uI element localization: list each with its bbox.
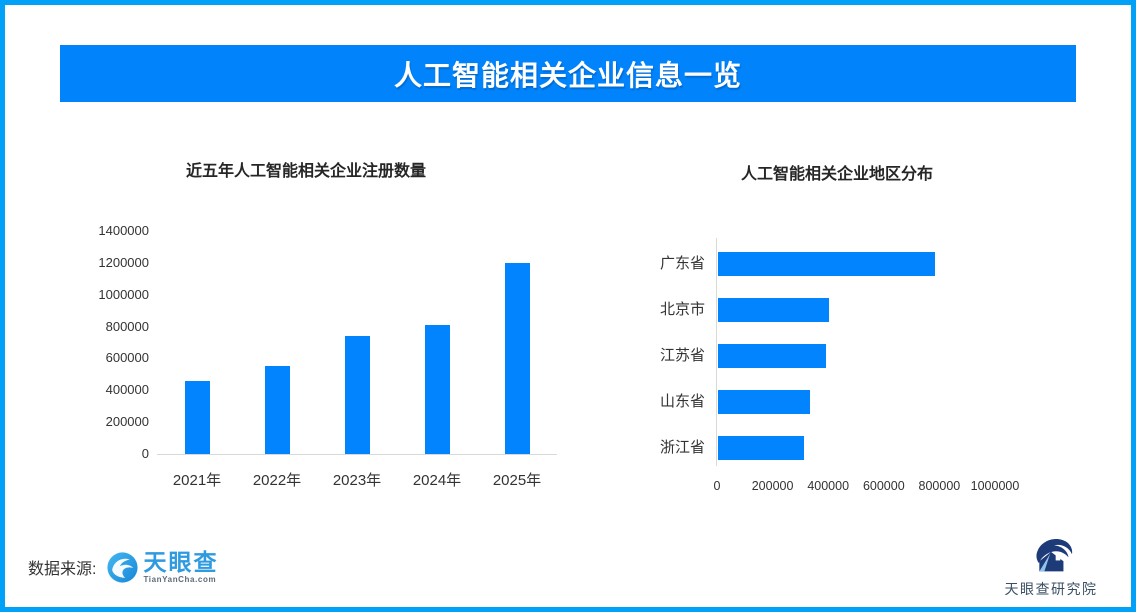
bar-2023年 <box>344 336 370 454</box>
research-institute-logo: 天眼查研究院 <box>995 534 1107 599</box>
research-institute-name: 天眼查研究院 <box>1004 581 1098 597</box>
y-axis-tick-label: 800000 <box>105 318 149 334</box>
data-source: 数据来源: 天眼查 TianYanCha.com <box>28 549 218 585</box>
y-axis-tick-label: 1000000 <box>98 286 149 302</box>
y-axis-tick-label: 1400000 <box>98 223 149 238</box>
bar-山东省 <box>718 390 810 414</box>
x-axis-tick-label: 200000 <box>751 479 794 493</box>
tianyancha-logo-text-block: 天眼查 TianYanCha.com <box>143 548 219 584</box>
tianyancha-eye-icon <box>107 551 139 583</box>
x-axis-category-label: 2025年 <box>492 472 542 489</box>
x-axis-category-label: 2021年 <box>172 472 222 489</box>
x-axis-tick-label: 1000000 <box>970 479 1020 493</box>
y-axis-category-label: 广东省 <box>659 255 705 272</box>
tianyancha-logo: 天眼查 TianYanCha.com <box>107 548 219 584</box>
bar-2022年 <box>264 366 290 454</box>
region-chart-title: 人工智能相关企业地区分布 <box>741 166 934 183</box>
bar-广东省 <box>718 252 935 276</box>
tianyancha-domain-text: TianYanCha.com <box>143 574 217 584</box>
y-axis-tick-label: 1200000 <box>98 254 149 270</box>
bar-2025年 <box>504 262 530 454</box>
page-title-banner: 人工智能相关企业信息一览 <box>60 45 1076 102</box>
research-institute-icon <box>1036 539 1073 572</box>
y-axis-tick-label: 400000 <box>105 382 149 398</box>
x-axis-category-label: 2024年 <box>412 472 462 489</box>
registration-chart-title: 近五年人工智能相关企业注册数量 <box>186 163 427 180</box>
x-axis-tick-label: 600000 <box>862 479 905 493</box>
y-axis-category-label: 山东省 <box>659 393 705 410</box>
x-axis-tick-label: 400000 <box>807 479 850 493</box>
data-source-label: 数据来源: <box>28 561 97 578</box>
y-axis-tick-label: 600000 <box>105 350 149 366</box>
tianyancha-logo-text: 天眼查 <box>143 548 219 575</box>
y-axis-category-label: 北京市 <box>659 301 705 318</box>
bar-北京市 <box>718 298 830 322</box>
page-title: 人工智能相关企业信息一览 <box>393 59 742 91</box>
x-axis-tick-label: 0 <box>713 479 721 493</box>
registration-chart-plot: 0 200000 400000 600000 800000 1000000 1200000 1… <box>98 224 557 489</box>
x-axis-tick-label: 800000 <box>918 479 961 493</box>
bar-江苏省 <box>718 344 827 368</box>
y-axis-tick-label: 0 <box>141 446 149 461</box>
region-chart-plot: 0 200000 400000 600000 800000 1000000 广东省北京市江苏… <box>660 238 1019 493</box>
y-axis-category-label: 浙江省 <box>659 439 705 456</box>
bar-2024年 <box>424 324 450 454</box>
x-axis-category-label: 2023年 <box>332 472 382 489</box>
y-axis-tick-label: 200000 <box>105 414 149 430</box>
x-axis-category-label: 2022年 <box>252 472 302 489</box>
bar-2021年 <box>184 380 210 454</box>
y-axis-category-label: 江苏省 <box>659 347 705 364</box>
bar-浙江省 <box>718 436 805 460</box>
